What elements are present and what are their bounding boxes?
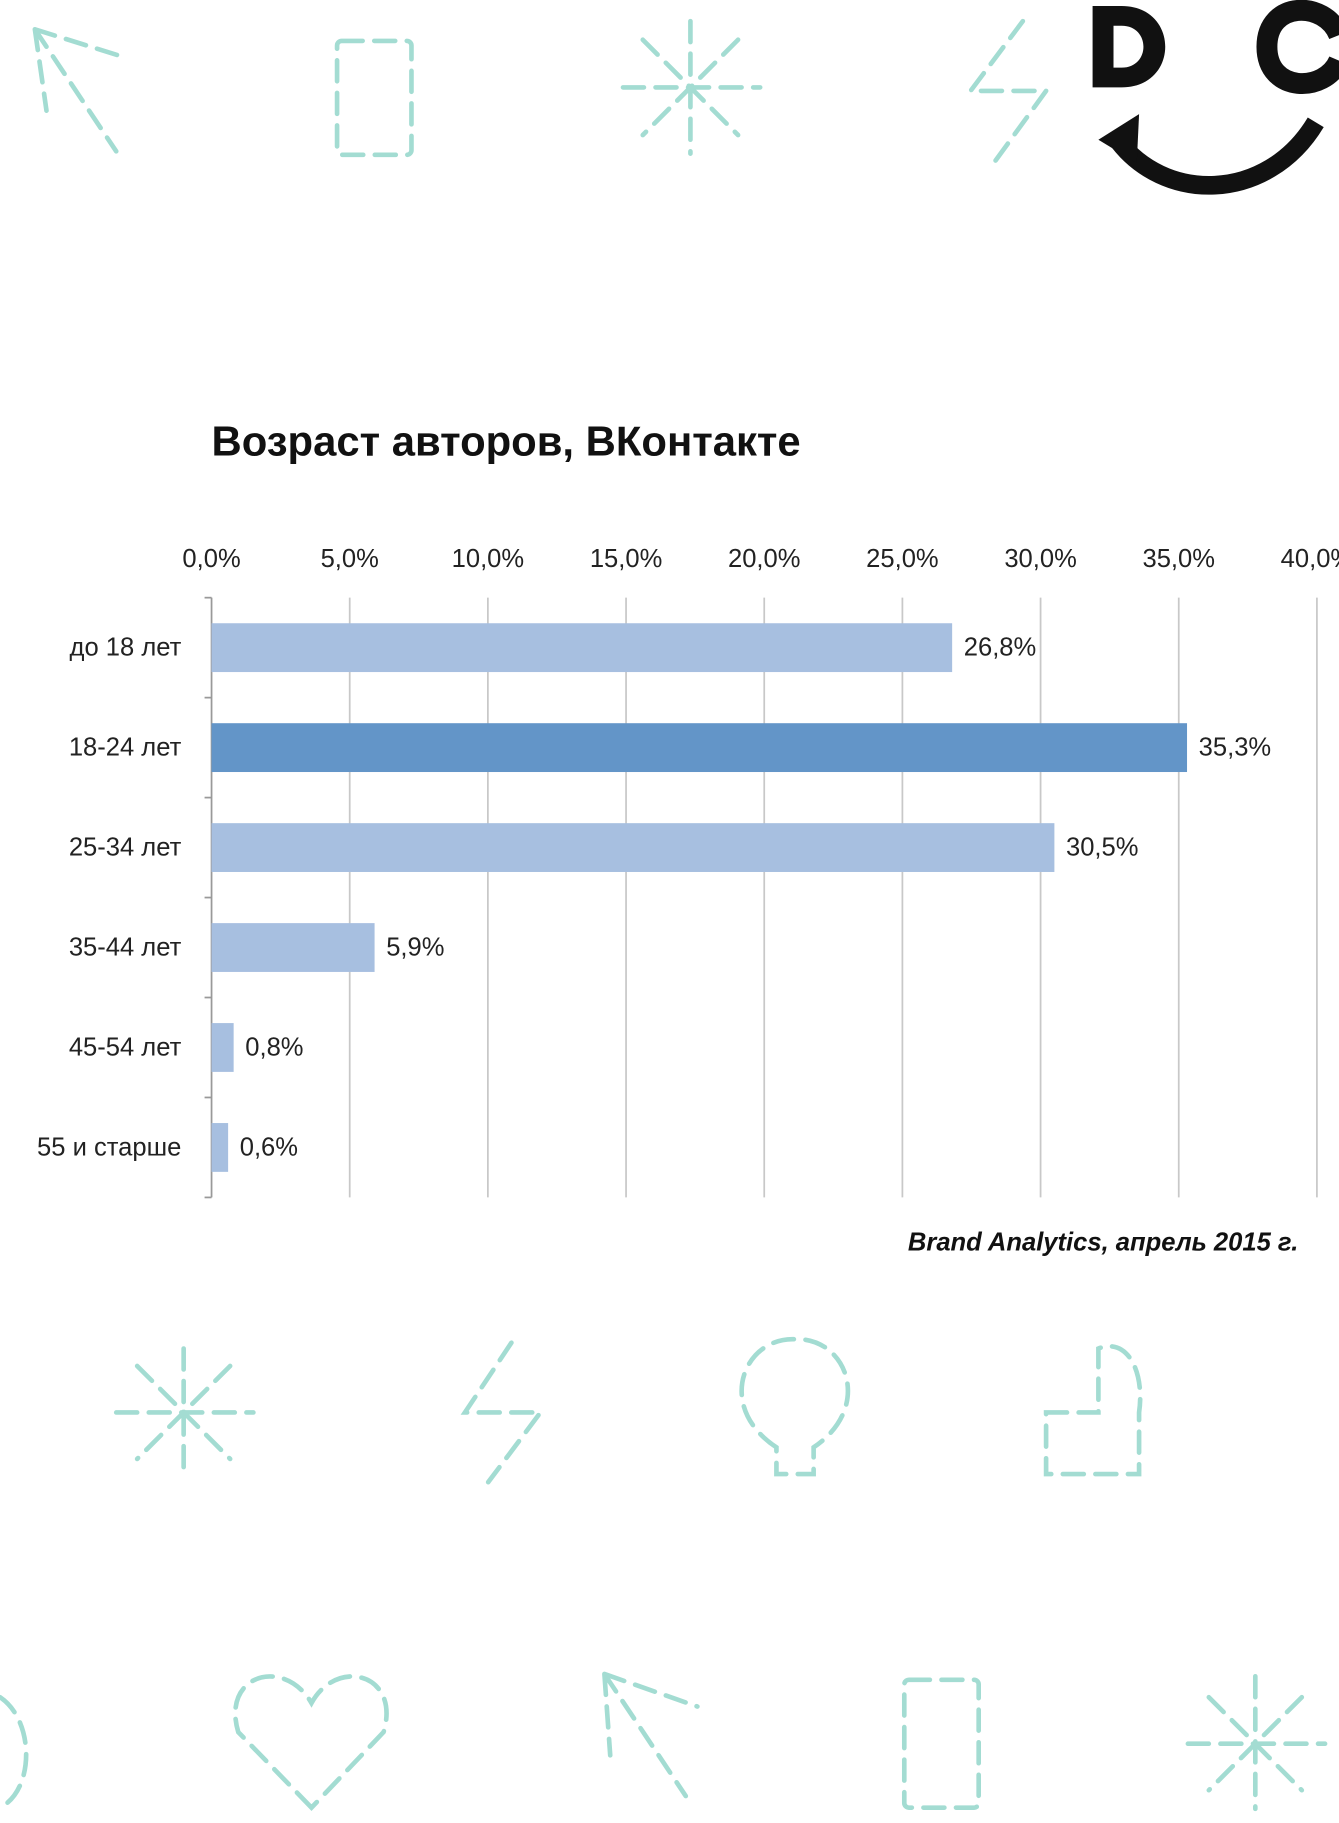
page: {"chart_data":{"type":"bar","orientation… xyxy=(0,0,1339,1823)
x-tick-label: 35,0% xyxy=(1143,545,1215,573)
logo xyxy=(1093,6,1339,185)
x-tick-label: 15,0% xyxy=(590,545,662,573)
y-tick-label: 18-24 лет xyxy=(69,734,182,762)
bar xyxy=(212,923,375,972)
bar xyxy=(212,1123,229,1172)
y-tick-label: 25-34 лет xyxy=(69,833,182,861)
value-label: 26,8% xyxy=(964,634,1036,662)
y-tick-label: 45-54 лет xyxy=(69,1033,182,1061)
y-tick-label: 55 и старше xyxy=(37,1133,181,1161)
x-tick-label: 0,0% xyxy=(182,545,240,573)
x-tick-label: 10,0% xyxy=(452,545,524,573)
source-note: Brand Analytics, апрель 2015 г. xyxy=(908,1229,1298,1257)
bar xyxy=(212,1023,234,1072)
bar xyxy=(212,723,1187,772)
x-tick-label: 25,0% xyxy=(866,545,938,573)
x-tick-label: 5,0% xyxy=(321,545,379,573)
value-label: 30,5% xyxy=(1066,833,1138,861)
y-tick-label: 35-44 лет xyxy=(69,933,182,961)
value-label: 0,8% xyxy=(245,1033,303,1061)
screen: Возраст авторов, ВКонтакте Brand Analyti… xyxy=(0,0,1339,1823)
x-tick-label: 40,0% xyxy=(1281,545,1339,573)
y-tick-label: до 18 лет xyxy=(70,634,182,662)
bar xyxy=(212,823,1055,872)
bar xyxy=(212,623,953,672)
x-tick-label: 20,0% xyxy=(728,545,800,573)
value-label: 5,9% xyxy=(386,933,444,961)
value-label: 0,6% xyxy=(240,1133,298,1161)
value-label: 35,3% xyxy=(1199,734,1271,762)
x-tick-label: 30,0% xyxy=(1004,545,1076,573)
chart-title: Возраст авторов, ВКонтакте xyxy=(212,417,801,464)
